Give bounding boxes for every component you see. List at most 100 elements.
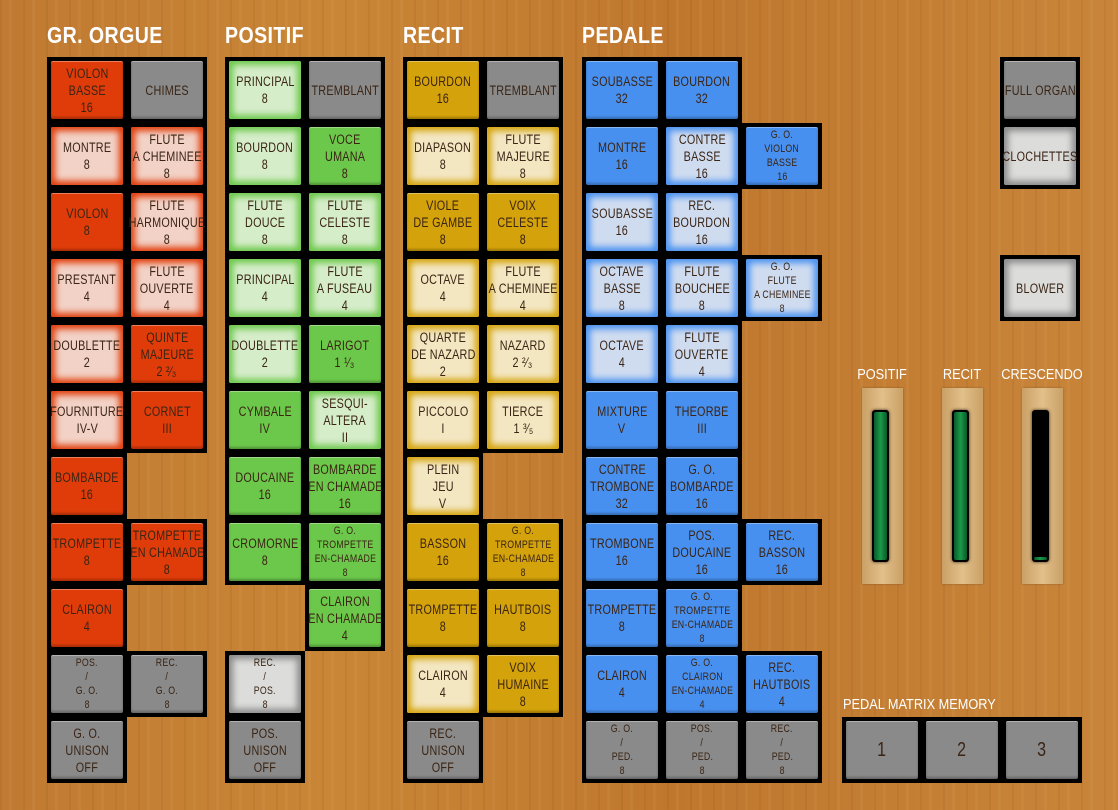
stop-button-clairon-4[interactable]: CLAIRON 4 bbox=[51, 589, 123, 647]
stop-button-doublette-2[interactable]: DOUBLETTE 2 bbox=[229, 325, 301, 383]
stop-button-voix-celeste-8[interactable]: VOIX CELESTE 8 bbox=[487, 193, 559, 251]
stop-button-bourdon-32[interactable]: BOURDON 32 bbox=[666, 61, 738, 119]
stop-button-montre-16[interactable]: MONTRE 16 bbox=[586, 127, 658, 185]
stop-button-g-o-bombarde-16[interactable]: G. O. BOMBARDE 16 bbox=[666, 457, 738, 515]
stop-button-g-o-violon-basse-16[interactable]: G. O. VIOLON BASSE 16 bbox=[746, 127, 818, 185]
stop-button-g-o-trompette-en-chamade-8[interactable]: G. O. TROMPETTE EN-CHAMADE 8 bbox=[666, 589, 738, 647]
stop-button-bombarde-en-chamade-16[interactable]: BOMBARDE EN CHAMADE 16 bbox=[308, 457, 382, 515]
stop-button-trompette-en-chamade-8[interactable]: TROMPETTE EN CHAMADE 8 bbox=[130, 523, 204, 581]
stop-button-flute-bouchee-8[interactable]: FLUTE BOUCHEE 8 bbox=[666, 259, 738, 317]
stop-button-flute-ouverte-4[interactable]: FLUTE OUVERTE 4 bbox=[131, 259, 203, 317]
stop-button-plein-jeu-v[interactable]: PLEIN JEU V bbox=[407, 457, 479, 515]
stop-button-tremblant[interactable]: TREMBLANT bbox=[487, 61, 559, 119]
stop-button-flute-a-fuseau-4[interactable]: FLUTE A FUSEAU 4 bbox=[309, 259, 381, 317]
stop-button-octave-basse-8[interactable]: OCTAVE BASSE 8 bbox=[586, 259, 658, 317]
stop-button-tierce-1[interactable]: TIERCE 1 ³⁄₅ bbox=[487, 391, 559, 449]
stop-button-pos-ped-8[interactable]: POS. / PED. 8 bbox=[666, 721, 738, 779]
stop-button-cromorne-8[interactable]: CROMORNE 8 bbox=[229, 523, 301, 581]
stop-button-doucaine-16[interactable]: DOUCAINE 16 bbox=[229, 457, 301, 515]
stop-button-g-o-unison-off[interactable]: G. O. UNISON OFF bbox=[51, 721, 123, 779]
stop-button-cymbale-iv[interactable]: CYMBALE IV bbox=[229, 391, 301, 449]
stop-button-basson-16[interactable]: BASSON 16 bbox=[407, 523, 479, 581]
stop-button-diapason-8[interactable]: DIAPASON 8 bbox=[407, 127, 479, 185]
stop-button-violon-basse-16[interactable]: VIOLON BASSE 16 bbox=[51, 61, 123, 119]
stop-button-flute-ouverte-4[interactable]: FLUTE OUVERTE 4 bbox=[666, 325, 738, 383]
stop-button-flute-a-cheminee-4[interactable]: FLUTE A CHEMINEE 4 bbox=[487, 259, 559, 317]
stop-button-bourdon-8[interactable]: BOURDON 8 bbox=[229, 127, 301, 185]
stop-button-violon-8[interactable]: VIOLON 8 bbox=[51, 193, 123, 251]
stop-label: 8 bbox=[261, 91, 269, 106]
stop-button-flute-a-cheminee-8[interactable]: FLUTE A CHEMINEE 8 bbox=[131, 127, 203, 185]
stop-button-trombone-16[interactable]: TROMBONE 16 bbox=[586, 523, 658, 581]
stop-button-fourniture-iv-v[interactable]: FOURNITURE IV-V bbox=[50, 391, 123, 449]
stop-button-trompette-8[interactable]: TROMPETTE 8 bbox=[51, 523, 123, 581]
stop-button-soubasse-16[interactable]: SOUBASSE 16 bbox=[586, 193, 658, 251]
stop-button-flute-majeure-8[interactable]: FLUTE MAJEURE 8 bbox=[487, 127, 559, 185]
stop-button-rec-hautbois-4[interactable]: REC. HAUTBOIS 4 bbox=[746, 655, 818, 713]
stop-button-rec-ped-8[interactable]: REC. / PED. 8 bbox=[746, 721, 818, 779]
stop-button-rec-basson-16[interactable]: REC. BASSON 16 bbox=[746, 523, 818, 581]
stop-button-montre-8[interactable]: MONTRE 8 bbox=[51, 127, 123, 185]
stop-button-clairon-4[interactable]: CLAIRON 4 bbox=[407, 655, 479, 713]
stop-button-trompette-8[interactable]: TROMPETTE 8 bbox=[407, 589, 479, 647]
stop-button-pos-doucaine-16[interactable]: POS. DOUCAINE 16 bbox=[666, 523, 738, 581]
expression-pedal-crescendo[interactable] bbox=[1022, 388, 1063, 584]
stop-button-viole-de-gambe-8[interactable]: VIOLE DE GAMBE 8 bbox=[407, 193, 479, 251]
stop-button-doublette-2[interactable]: DOUBLETTE 2 bbox=[51, 325, 123, 383]
stop-button-clairon-en-chamade-4[interactable]: CLAIRON EN CHAMADE 4 bbox=[308, 589, 382, 647]
stop-button-pos-unison-off[interactable]: POS. UNISON OFF bbox=[229, 721, 301, 779]
stop-label: CLAIRON bbox=[320, 593, 370, 609]
stop-button-octave-4[interactable]: OCTAVE 4 bbox=[407, 259, 479, 317]
stop-button-tremblant[interactable]: TREMBLANT bbox=[309, 61, 381, 119]
stop-button-blower[interactable]: BLOWER bbox=[1004, 259, 1076, 317]
stop-button-g-o-trompette-en-chamade-8[interactable]: G. O. TROMPETTE EN-CHAMADE 8 bbox=[309, 523, 381, 581]
stop-button-trompette-8[interactable]: TROMPETTE 8 bbox=[586, 589, 658, 647]
stop-button-rec-bourdon-16[interactable]: REC. BOURDON 16 bbox=[666, 193, 738, 251]
stop-button-hautbois-8[interactable]: HAUTBOIS 8 bbox=[487, 589, 559, 647]
expression-pedal-recit[interactable] bbox=[942, 388, 983, 584]
stop-label: HAUTBOIS bbox=[494, 602, 552, 617]
stop-button-theorbe-iii[interactable]: THEORBE III bbox=[666, 391, 738, 449]
stop-button-pos-g-o-8[interactable]: POS. / G. O. 8 bbox=[51, 655, 123, 713]
stop-button-rec-unison-off[interactable]: REC. UNISON OFF bbox=[407, 721, 479, 779]
stop-button-larigot-1[interactable]: LARIGOT 1 ¹⁄₃ bbox=[309, 325, 381, 383]
stop-button-full-organ[interactable]: FULL ORGAN bbox=[1004, 61, 1076, 119]
stop-button-g-o-clairon-en-chamade-4[interactable]: G. O. CLAIRON EN-CHAMADE 4 bbox=[666, 655, 738, 713]
stop-button-clairon-4[interactable]: CLAIRON 4 bbox=[586, 655, 658, 713]
stop-label: TROMBONE bbox=[589, 536, 655, 551]
stop-button-cornet-iii[interactable]: CORNET III bbox=[131, 391, 203, 449]
stop-button-1[interactable]: 1 bbox=[846, 721, 918, 779]
stop-button-bombarde-16[interactable]: BOMBARDE 16 bbox=[51, 457, 123, 515]
stop-button-soubasse-32[interactable]: SOUBASSE 32 bbox=[586, 61, 658, 119]
stop-button-quarte-de-nazard-2[interactable]: QUARTE DE NAZARD 2 bbox=[407, 325, 479, 383]
stop-button-bourdon-16[interactable]: BOURDON 16 bbox=[407, 61, 479, 119]
stop-button-g-o-flute-a-cheminee-8[interactable]: G. O. FLUTE A CHEMINEE 8 bbox=[746, 259, 818, 317]
stop-button-g-o-trompette-en-chamade-8[interactable]: G. O. TROMPETTE EN-CHAMADE 8 bbox=[487, 523, 559, 581]
stop-button-octave-4[interactable]: OCTAVE 4 bbox=[586, 325, 658, 383]
stop-button-flute-celeste-8[interactable]: FLUTE CELESTE 8 bbox=[309, 193, 381, 251]
stop-button-clochettes[interactable]: CLOCHETTES bbox=[1003, 127, 1077, 185]
stop-label: 16 bbox=[695, 165, 709, 181]
stop-button-voix-humaine-8[interactable]: VOIX HUMAINE 8 bbox=[487, 655, 559, 713]
stop-button-flute-harmonique-8[interactable]: FLUTE HARMONIQUE 8 bbox=[129, 193, 205, 251]
stop-button-flute-douce-8[interactable]: FLUTE DOUCE 8 bbox=[229, 193, 301, 251]
stop-button-principal-8[interactable]: PRINCIPAL 8 bbox=[229, 61, 301, 119]
stop-button-prestant-4[interactable]: PRESTANT 4 bbox=[51, 259, 123, 317]
expression-pedal-positif[interactable] bbox=[862, 388, 903, 584]
stop-button-piccolo-i[interactable]: PICCOLO I bbox=[407, 391, 479, 449]
stop-button-quinte-majeure-2[interactable]: QUINTE MAJEURE 2 ²⁄₃ bbox=[131, 325, 203, 383]
stop-button-chimes[interactable]: CHIMES bbox=[131, 61, 203, 119]
stop-button-voce-umana-8[interactable]: VOCE UMANA 8 bbox=[309, 127, 381, 185]
stop-button-principal-4[interactable]: PRINCIPAL 4 bbox=[229, 259, 301, 317]
stop-button-3[interactable]: 3 bbox=[1006, 721, 1078, 779]
stop-button-nazard-2[interactable]: NAZARD 2 ²⁄₃ bbox=[487, 325, 559, 383]
stop-button-g-o-ped-8[interactable]: G. O. / PED. 8 bbox=[586, 721, 658, 779]
stop-button-contre-basse-16[interactable]: CONTRE BASSE 16 bbox=[666, 127, 738, 185]
stop-button-contre-trombone-32[interactable]: CONTRE TROMBONE 32 bbox=[586, 457, 658, 515]
stop-button-rec-g-o-8[interactable]: REC. / G. O. 8 bbox=[131, 655, 203, 713]
stop-button-rec-pos-8[interactable]: REC. / POS. 8 bbox=[229, 655, 301, 713]
stop-button-sesqui-altera-ii[interactable]: SESQUI- ALTERA II bbox=[309, 391, 381, 449]
stop-button-mixture-v[interactable]: MIXTURE V bbox=[586, 391, 658, 449]
stop-frame: MONTRE 8 bbox=[47, 123, 127, 189]
stop-button-2[interactable]: 2 bbox=[926, 721, 998, 779]
